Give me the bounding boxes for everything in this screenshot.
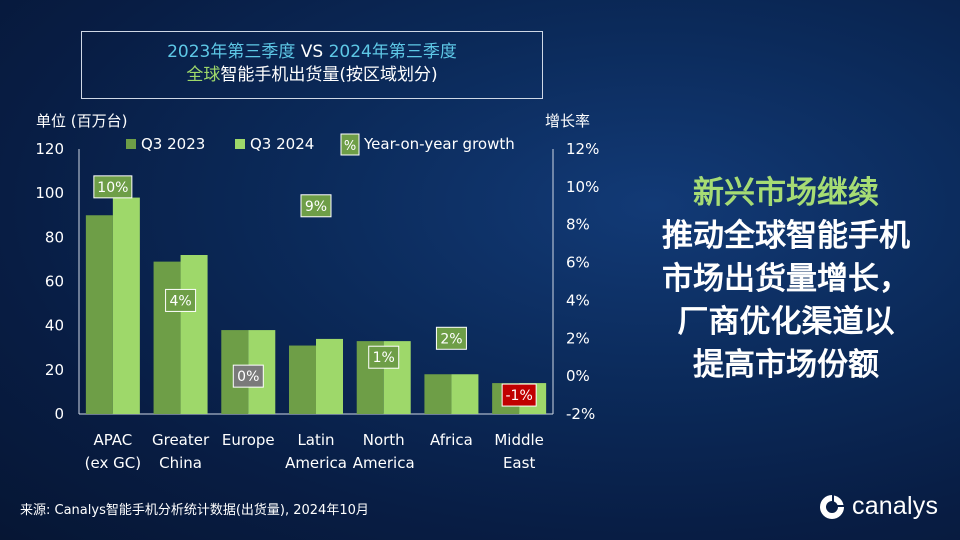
x-tick-label: Greater (152, 431, 210, 449)
title-subject: 智能手机出货量(按区域划分) (220, 65, 438, 85)
growth-label: 9% (305, 199, 327, 215)
legend-growth-symbol: % (344, 139, 356, 154)
x-tick-label: Middle (494, 431, 544, 449)
x-tick-label: North (363, 431, 405, 449)
y2-tick-label: -2% (566, 405, 595, 423)
canalys-logo-text: canalys (852, 492, 939, 520)
growth-label-box (300, 194, 332, 218)
chart-title-line1: 2023年第三季度 VS 2024年第三季度 (82, 40, 542, 64)
title-period-2023: 2023年第三季度 (167, 42, 296, 62)
growth-label: 4% (169, 293, 191, 309)
bar-q3-2024 (180, 255, 208, 414)
growth-label-box (232, 364, 264, 388)
legend-label: Q3 2023 (141, 135, 205, 153)
canalys-logo-icon (820, 494, 844, 519)
title-period-2024: 2024年第三季度 (328, 42, 457, 62)
legend-growth-swatch (340, 133, 360, 156)
bar-q3-2023 (424, 374, 452, 414)
x-tick-label: Africa (430, 431, 473, 449)
legend-growth-label: Year-on-year growth (363, 135, 515, 153)
canalys-logo: canalys (818, 492, 938, 521)
headline-text: 新兴市场继续 推动全球智能手机 市场出货量增长， 厂商优化渠道以 提高市场份额 (640, 172, 932, 387)
growth-label: -1% (506, 388, 533, 404)
y2-axis-title: 增长率 (545, 112, 590, 130)
growth-label-box (368, 345, 400, 369)
y2-tick-label: 2% (566, 329, 590, 347)
y-tick-label: 60 (45, 273, 64, 291)
legend-swatch (235, 139, 245, 149)
growth-label: 2% (440, 331, 462, 347)
title-vs: VS (300, 42, 324, 62)
legend-swatch (126, 139, 136, 149)
chart-title-box: 2023年第三季度 VS 2024年第三季度 全球智能手机出货量(按区域划分) (81, 31, 543, 99)
headline-line-4: 厂商优化渠道以 (677, 304, 895, 340)
y-tick-label: 40 (45, 317, 64, 335)
x-tick-label: (ex GC) (85, 454, 141, 472)
y2-tick-label: 0% (566, 367, 590, 385)
y-tick-label: 80 (45, 228, 64, 246)
x-tick-label: APAC (93, 431, 132, 449)
x-tick-label: China (159, 454, 202, 472)
bar-q3-2023 (289, 345, 316, 414)
source-note: 来源: Canalys智能手机分析统计数据(出货量), 2024年10月 (20, 503, 369, 518)
bar-q3-2023 (153, 261, 181, 414)
y2-tick-label: 6% (566, 254, 590, 272)
x-tick-label: America (285, 454, 347, 472)
x-tick-label: East (503, 454, 535, 472)
y2-tick-label: 10% (566, 178, 599, 196)
bar-q3-2024 (451, 374, 479, 414)
headline-line-2: 推动全球智能手机 (662, 218, 910, 254)
bar-q3-2024 (112, 197, 140, 414)
y2-tick-label: 8% (566, 216, 590, 234)
growth-label: 10% (97, 180, 128, 196)
headline-line-3: 市场出货量增长， (662, 261, 910, 297)
y-tick-label: 120 (35, 140, 64, 158)
growth-label-box (165, 288, 197, 312)
growth-label-box (93, 175, 133, 199)
growth-label-box (501, 383, 537, 407)
title-global: 全球 (186, 65, 221, 85)
y-tick-label: 20 (45, 361, 64, 379)
y-axis-title: 单位 (百万台) (36, 112, 127, 130)
growth-label-box (435, 326, 467, 350)
headline-line-5: 提高市场份额 (693, 347, 879, 383)
chart-title-line2: 全球智能手机出货量(按区域划分) (82, 64, 542, 86)
y2-tick-label: 4% (566, 291, 590, 309)
bar-q3-2023 (85, 215, 113, 414)
bar-q3-2024 (316, 338, 343, 414)
x-tick-label: Latin (297, 431, 334, 449)
growth-label: 0% (237, 369, 259, 385)
y2-tick-label: 12% (566, 140, 599, 158)
headline-line-1: 新兴市场继续 (693, 175, 879, 211)
y-tick-label: 100 (35, 184, 64, 202)
x-tick-label: America (353, 454, 415, 472)
y-tick-label: 0 (54, 405, 64, 423)
legend-label: Q3 2024 (250, 135, 314, 153)
x-tick-label: Europe (222, 431, 275, 449)
growth-label: 1% (373, 350, 395, 366)
